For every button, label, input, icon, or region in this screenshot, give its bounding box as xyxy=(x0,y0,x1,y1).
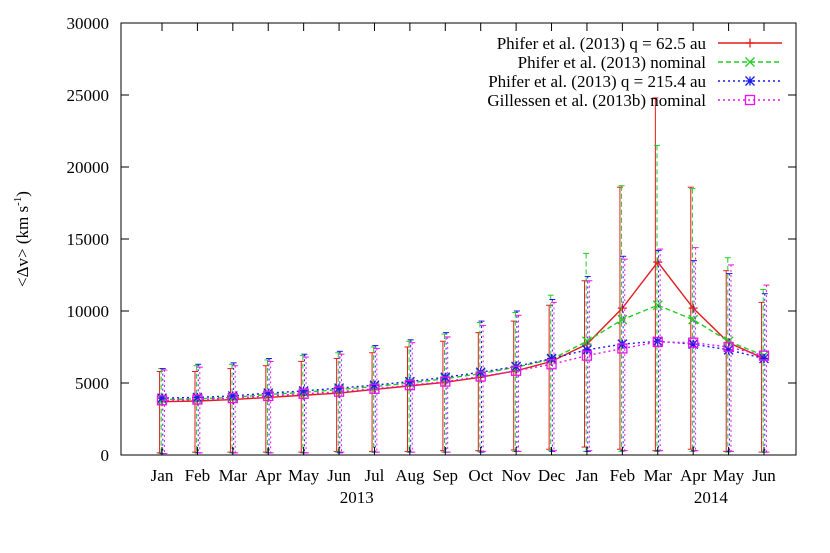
x-tick-label: Jan xyxy=(151,466,174,485)
data-point xyxy=(440,376,451,387)
series-line xyxy=(161,340,765,399)
y-tick-label: 0 xyxy=(101,446,110,465)
data-point xyxy=(263,388,274,399)
series-1 xyxy=(157,144,769,455)
series-line xyxy=(161,304,765,401)
data-point xyxy=(723,344,734,355)
y-axis-label-sup: -1 xyxy=(12,197,24,206)
axes: 0 5000 10000 15000 20000 25000 30000 Jan Feb Mar A… xyxy=(67,14,796,507)
series-2 xyxy=(157,250,769,455)
data-point xyxy=(617,303,627,313)
x-tick-label: Aug xyxy=(395,466,425,485)
x-tick-label: Jun xyxy=(327,466,351,485)
data-point xyxy=(758,350,770,361)
data-point xyxy=(192,392,203,403)
x-tick-label: Apr xyxy=(255,466,282,485)
data-point xyxy=(298,385,309,396)
data-point xyxy=(156,395,168,406)
data-point xyxy=(192,394,203,405)
data-point xyxy=(688,314,699,325)
data-point xyxy=(652,336,663,347)
data-point xyxy=(759,353,769,364)
data-point xyxy=(581,336,592,347)
plot-area xyxy=(156,97,770,455)
data-point xyxy=(745,76,755,86)
x-tick-label: Oct xyxy=(468,466,493,485)
x-tick-label: Nov xyxy=(501,466,531,485)
legend-label: Phifer et al. (2013) q = 62.5 au xyxy=(497,34,707,53)
series-line xyxy=(161,341,765,401)
data-point xyxy=(652,300,663,311)
data-point xyxy=(263,390,274,402)
year-label: 2013 xyxy=(340,488,374,507)
x-tick-label: Jul xyxy=(365,466,385,485)
series-3 xyxy=(156,247,770,455)
data-point xyxy=(688,337,699,348)
x-tick-label: May xyxy=(288,466,320,485)
y-axis-label-main: <Δv> (km s xyxy=(13,206,32,287)
x-tick-label: May xyxy=(713,466,745,485)
data-point xyxy=(546,353,557,364)
data-point xyxy=(688,339,699,350)
data-point xyxy=(510,365,522,376)
data-point xyxy=(334,383,345,393)
y-tick-label: 5000 xyxy=(75,374,109,393)
x-tick-label: Feb xyxy=(610,466,636,485)
series-0 xyxy=(156,97,769,454)
data-point xyxy=(652,336,663,348)
data-point xyxy=(581,344,592,355)
data-point xyxy=(745,57,755,67)
y-axis-label: <Δv> (km s-1) xyxy=(12,191,32,287)
data-point xyxy=(617,314,628,325)
legend-label: Phifer et al. (2013) nominal xyxy=(518,53,707,72)
series-line xyxy=(161,260,765,403)
data-point xyxy=(723,336,734,347)
y-tick-label: 10000 xyxy=(67,302,110,321)
data-point xyxy=(369,380,380,391)
legend-label: Phifer et al. (2013) q = 215.4 au xyxy=(488,72,706,91)
data-point xyxy=(581,350,593,361)
y-tick-label: 25000 xyxy=(67,86,110,105)
data-point xyxy=(333,386,345,397)
x-tick-label: Mar xyxy=(219,466,248,485)
data-point xyxy=(227,391,238,401)
x-tick-label: Jun xyxy=(752,466,776,485)
y-tick-label: 20000 xyxy=(67,158,110,177)
data-point xyxy=(723,341,734,353)
data-point xyxy=(617,343,628,354)
data-point xyxy=(369,383,380,394)
x-tick-label: Mar xyxy=(644,466,673,485)
y-tick-label: 30000 xyxy=(67,14,110,33)
x-tick-label: Jan xyxy=(576,466,599,485)
x-tick-label: Dec xyxy=(538,466,566,485)
x-tick-label: Sep xyxy=(433,466,459,485)
data-point xyxy=(298,388,309,399)
year-label: 2014 xyxy=(694,488,729,507)
data-point xyxy=(653,257,663,267)
legend-label: Gillessen et al. (2013b) nominal xyxy=(487,91,706,110)
data-point xyxy=(546,359,557,370)
y-tick-label: 15000 xyxy=(67,230,110,249)
data-point xyxy=(404,380,416,391)
data-point xyxy=(404,376,415,387)
data-point xyxy=(745,38,755,48)
x-tick-label: Apr xyxy=(680,466,707,485)
data-point xyxy=(688,303,698,313)
data-point xyxy=(744,94,756,106)
data-point xyxy=(227,392,238,404)
data-point xyxy=(157,393,167,404)
y-axis-label-end: ) xyxy=(13,191,32,197)
data-point xyxy=(475,371,486,382)
x-tick-label: Feb xyxy=(185,466,211,485)
